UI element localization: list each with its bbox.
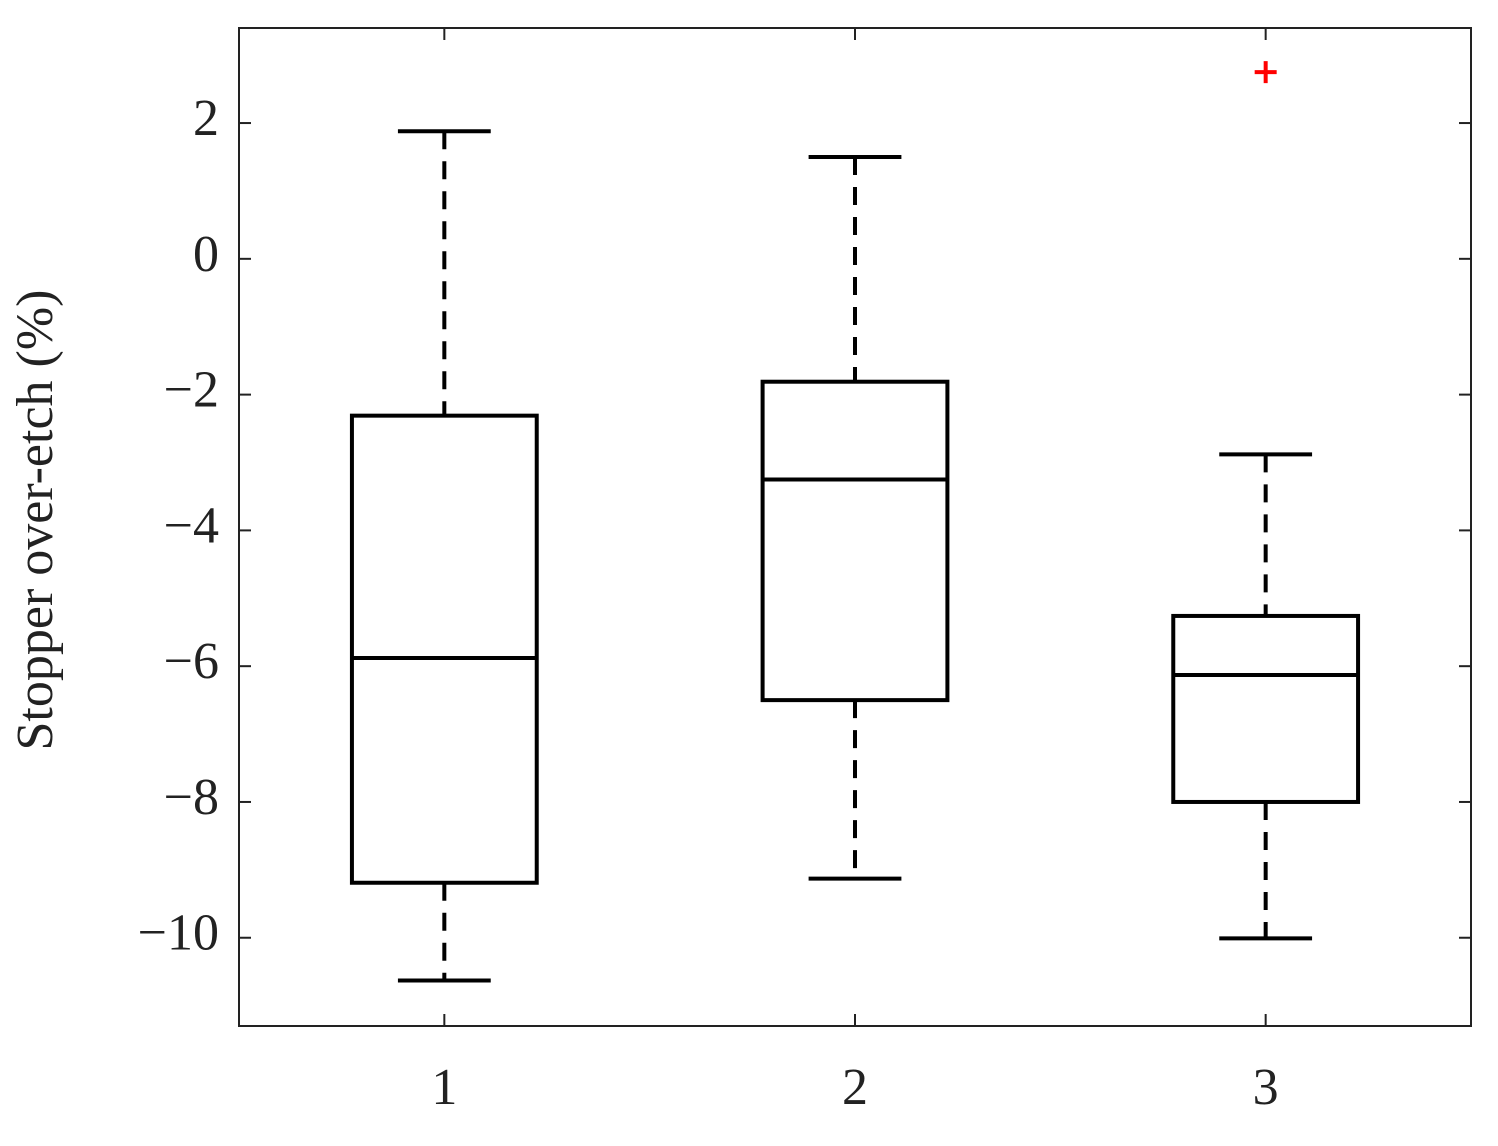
- x-tick-label: 2: [842, 1059, 868, 1116]
- box: [1171, 613, 1361, 804]
- box: [349, 413, 539, 885]
- y-tick-label: −4: [164, 497, 219, 554]
- y-axis-label: Stopper over-etch (%): [7, 290, 64, 751]
- outlier: [1254, 61, 1277, 84]
- y-tick-label: −2: [164, 362, 219, 419]
- x-tick-label: 3: [1253, 1059, 1279, 1116]
- y-tick-label: −8: [164, 769, 219, 826]
- y-tick-label: 2: [193, 90, 219, 147]
- box: [760, 379, 950, 703]
- y-tick-label: 0: [193, 226, 219, 283]
- y-tick-label: −10: [138, 905, 219, 962]
- x-tick-label: 1: [431, 1059, 457, 1116]
- y-tick-label: −6: [164, 633, 219, 690]
- plot-frame: [238, 27, 1472, 1027]
